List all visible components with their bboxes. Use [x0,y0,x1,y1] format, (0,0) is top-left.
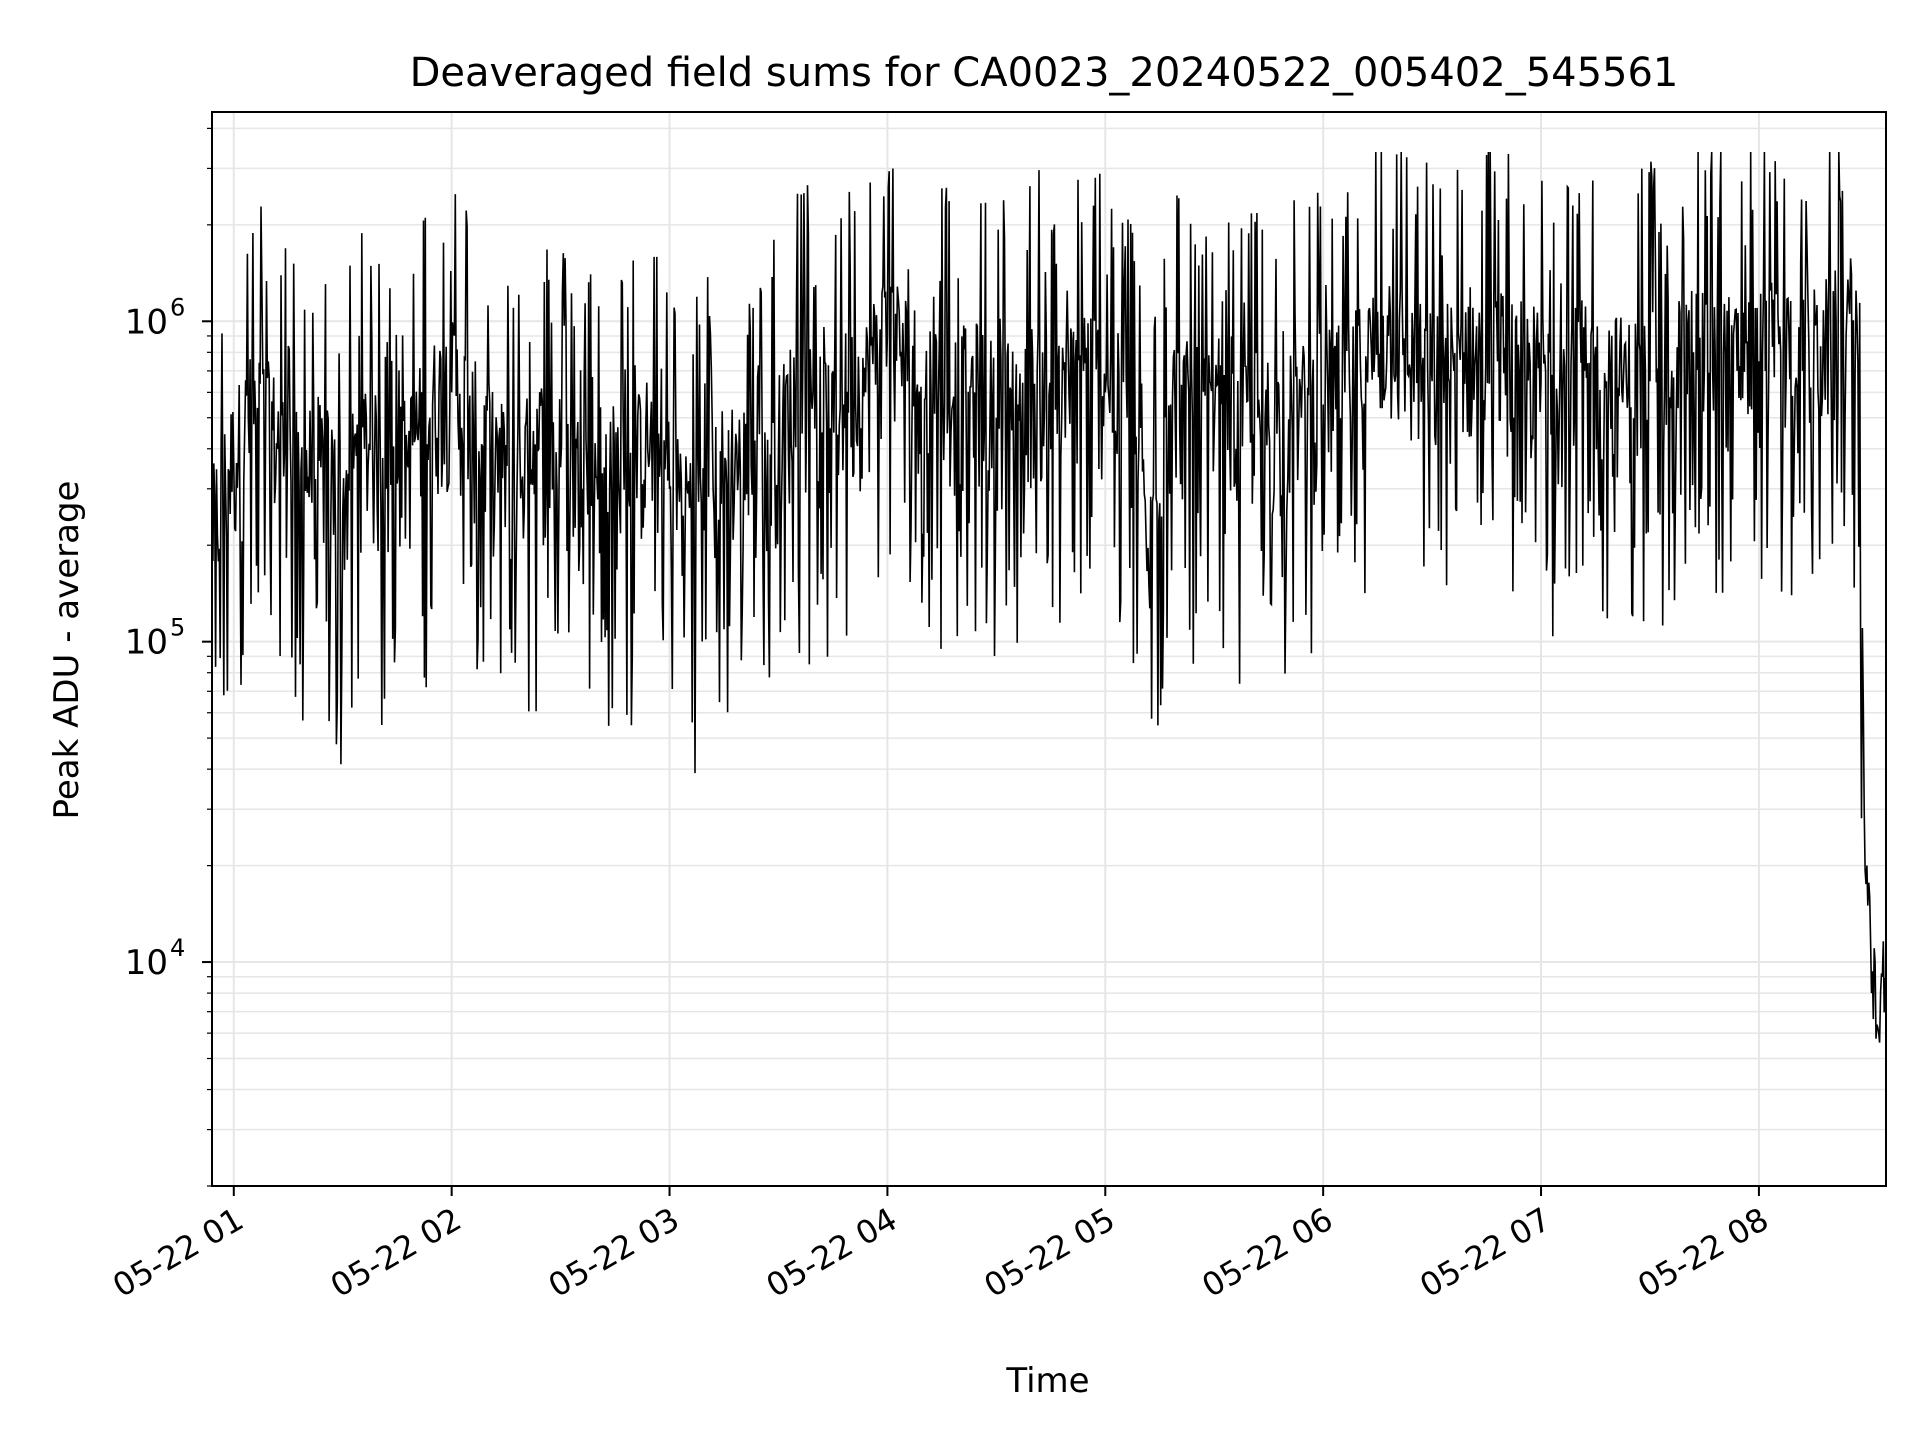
y-axis-label: Peak ADU - average [47,481,87,820]
y-tick-label: 10 [125,302,168,342]
x-axis-label: Time [1005,1361,1089,1401]
y-tick-label: 10 [125,943,168,983]
y-tick-label: 10 [125,623,168,663]
y-tick-exponent: 4 [170,934,185,962]
series-line [211,151,1887,1043]
chart-title: Deaveraged field sums for CA0023_2024052… [410,50,1679,96]
grid-lines [212,112,1886,1187]
plot-area [211,151,1887,1043]
y-tick-exponent: 6 [170,293,185,321]
plot-frame [211,111,1887,1187]
y-tick-exponent: 5 [170,614,185,642]
